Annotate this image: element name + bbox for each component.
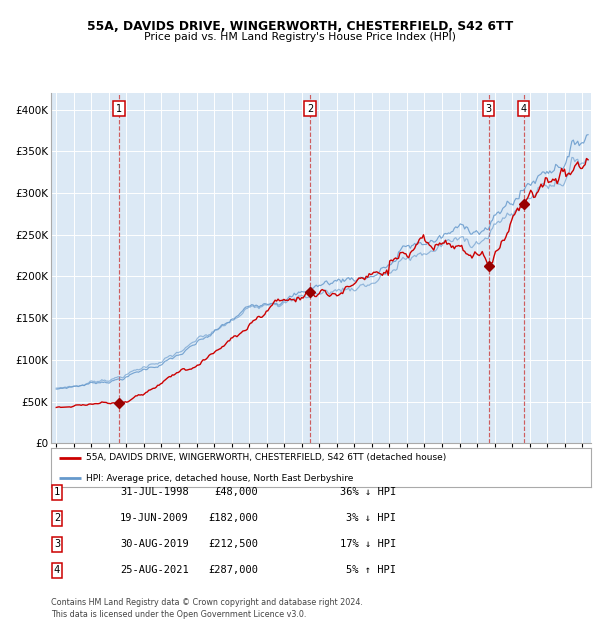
Text: 55A, DAVIDS DRIVE, WINGERWORTH, CHESTERFIELD, S42 6TT (detached house): 55A, DAVIDS DRIVE, WINGERWORTH, CHESTERF… [86, 453, 446, 463]
Text: £48,000: £48,000 [214, 487, 258, 497]
Text: £182,000: £182,000 [208, 513, 258, 523]
Text: 31-JUL-1998: 31-JUL-1998 [120, 487, 189, 497]
Text: 3% ↓ HPI: 3% ↓ HPI [346, 513, 396, 523]
Text: 4: 4 [520, 104, 527, 113]
Text: 5% ↑ HPI: 5% ↑ HPI [346, 565, 396, 575]
Text: HPI: Average price, detached house, North East Derbyshire: HPI: Average price, detached house, Nort… [86, 474, 353, 483]
Text: £212,500: £212,500 [208, 539, 258, 549]
Text: Contains HM Land Registry data © Crown copyright and database right 2024.
This d: Contains HM Land Registry data © Crown c… [51, 598, 363, 619]
Text: Price paid vs. HM Land Registry's House Price Index (HPI): Price paid vs. HM Land Registry's House … [144, 32, 456, 42]
Text: 19-JUN-2009: 19-JUN-2009 [120, 513, 189, 523]
Text: 1: 1 [116, 104, 122, 113]
Text: 55A, DAVIDS DRIVE, WINGERWORTH, CHESTERFIELD, S42 6TT: 55A, DAVIDS DRIVE, WINGERWORTH, CHESTERF… [87, 20, 513, 33]
Text: 3: 3 [485, 104, 491, 113]
Text: £287,000: £287,000 [208, 565, 258, 575]
Text: 2: 2 [54, 513, 60, 523]
Text: 17% ↓ HPI: 17% ↓ HPI [340, 539, 396, 549]
Text: 36% ↓ HPI: 36% ↓ HPI [340, 487, 396, 497]
Text: 30-AUG-2019: 30-AUG-2019 [120, 539, 189, 549]
Text: 2: 2 [307, 104, 313, 113]
Text: 25-AUG-2021: 25-AUG-2021 [120, 565, 189, 575]
Text: 1: 1 [54, 487, 60, 497]
Text: 4: 4 [54, 565, 60, 575]
Text: 3: 3 [54, 539, 60, 549]
